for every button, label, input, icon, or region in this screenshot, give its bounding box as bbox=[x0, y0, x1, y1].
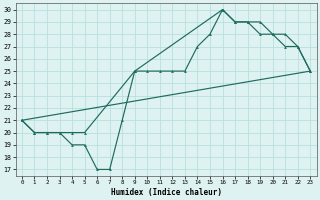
X-axis label: Humidex (Indice chaleur): Humidex (Indice chaleur) bbox=[111, 188, 221, 197]
